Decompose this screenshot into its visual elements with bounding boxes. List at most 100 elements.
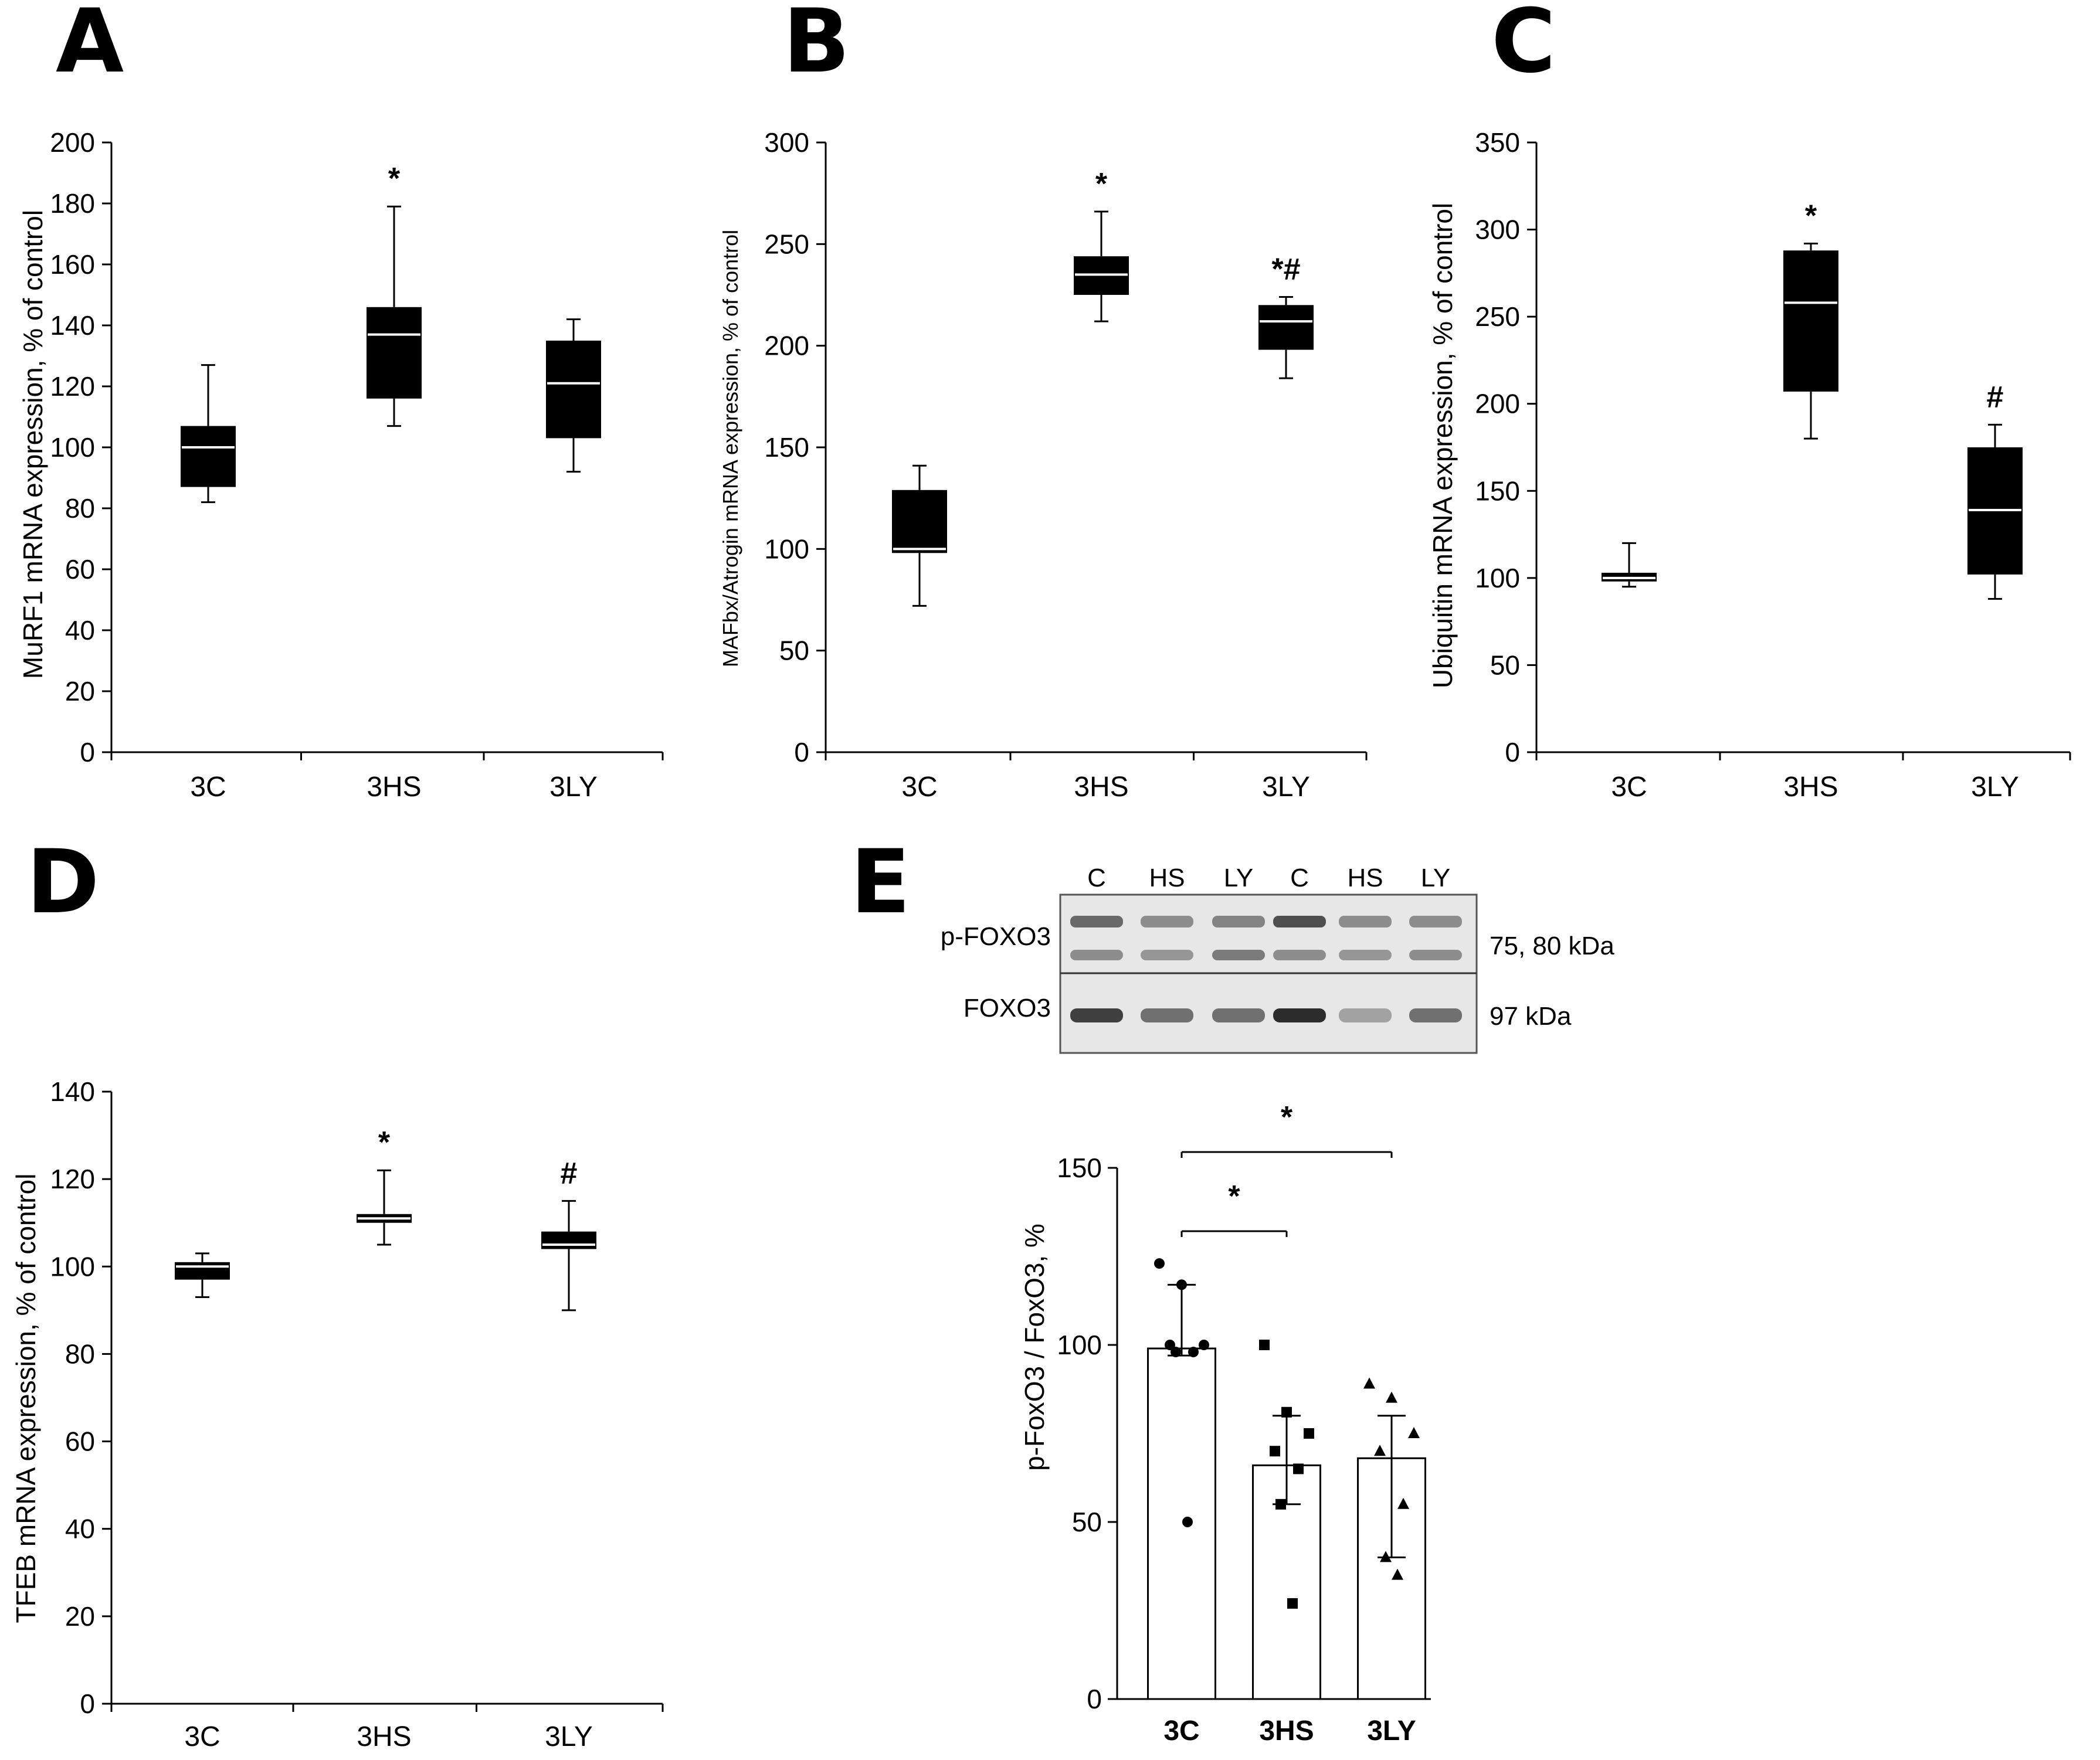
y-tick-label: 50: [1490, 650, 1520, 680]
panel-e-chart: p-FoxO3 / FoxO3, % 0 50 100 150 3C 3HS 3LY * *: [1019, 1100, 1431, 1747]
y-tick-label: 40: [65, 615, 95, 645]
y-tick-label: 50: [779, 636, 809, 666]
comparison-significance-mark: *: [1228, 1180, 1240, 1214]
y-tick-label: 80: [65, 1338, 95, 1369]
blot-band: [1141, 1008, 1193, 1022]
data-point: [1304, 1428, 1314, 1439]
blot-band: [1070, 916, 1123, 927]
blot-lane-label: LY: [1224, 864, 1254, 892]
data-point: [1270, 1446, 1280, 1457]
y-tick-label: 150: [1057, 1153, 1102, 1183]
y-tick-label: 0: [794, 737, 809, 767]
y-tick-label: 0: [1505, 737, 1520, 767]
x-category-label: 3LY: [1367, 1715, 1416, 1747]
data-point: [1363, 1377, 1375, 1389]
blot-band: [1409, 916, 1462, 927]
blot-band: [1212, 1008, 1265, 1022]
y-tick-label: 40: [65, 1514, 95, 1544]
significance-mark: *: [1805, 199, 1817, 233]
data-point: [1380, 1551, 1392, 1562]
blot-band: [1070, 950, 1123, 960]
x-category-label: 3HS: [1259, 1715, 1314, 1747]
y-tick-label: 100: [50, 1251, 95, 1282]
blot-band: [1141, 950, 1193, 960]
y-tick-label: 350: [1475, 127, 1520, 158]
x-category-label: 3LY: [545, 1721, 593, 1752]
blot-row-label-foxo3: FOXO3: [964, 994, 1051, 1022]
y-tick-label: 100: [50, 432, 95, 463]
x-category-label: 3HS: [367, 772, 421, 803]
y-tick-label: 20: [65, 676, 95, 706]
y-tick-label: 150: [764, 432, 809, 463]
panel-c-chart: Ubiquitin mRNA expression, % of control …: [1427, 127, 2071, 803]
y-tick-label: 100: [1475, 563, 1520, 593]
data-point: [1154, 1258, 1165, 1269]
box-iqr: [1258, 305, 1314, 350]
data-point: [1188, 1347, 1199, 1358]
box-iqr: [1783, 250, 1838, 392]
panel-d-chart: TFEB mRNA expression, % of control 0 20 40…: [11, 1076, 664, 1752]
y-tick-label: 100: [1057, 1330, 1102, 1360]
panel-a-y-axis-label: MuRF1 mRNA expression, % of control: [18, 210, 48, 679]
y-tick-label: 250: [1475, 301, 1520, 332]
y-tick-label: 180: [50, 188, 95, 219]
y-tick-label: 140: [50, 1076, 95, 1107]
y-tick-label: 20: [65, 1601, 95, 1632]
x-category-label: 3C: [1611, 772, 1647, 803]
y-tick-label: 250: [764, 229, 809, 259]
x-category-label: 3C: [184, 1721, 220, 1752]
panel-label-e: E: [850, 831, 910, 933]
data-point: [1171, 1347, 1181, 1358]
box-iqr: [181, 426, 236, 487]
panel-e-y-axis-label: p-FoxO3 / FoxO3, %: [1019, 1224, 1050, 1471]
data-point: [1293, 1463, 1304, 1474]
x-category-label: 3C: [1163, 1715, 1199, 1747]
y-tick-label: 150: [1475, 475, 1520, 506]
panel-b-chart: MAFbx/Atrogin mRNA expression, % of cont…: [718, 127, 1368, 803]
panel-label-c: C: [1491, 0, 1556, 93]
blot-lane-label: HS: [1347, 864, 1383, 892]
blot-band: [1339, 1008, 1392, 1022]
western-blot: C HS LY C HS LY p-FOXO3 FOXO3 75, 80 kDa…: [941, 864, 1614, 1054]
box-iqr: [175, 1262, 230, 1280]
panel-d-y-axis-label: TFEB mRNA expression, % of control: [11, 1174, 41, 1623]
comparison-significance-mark: *: [1281, 1100, 1293, 1134]
x-category-label: 3LY: [549, 772, 598, 803]
blot-band: [1070, 1008, 1123, 1022]
blot-band: [1339, 916, 1392, 927]
significance-mark: *: [388, 162, 401, 196]
panel-b-y-axis-label: MAFbx/Atrogin mRNA expression, % of cont…: [718, 230, 742, 667]
panel-label-b: B: [783, 0, 850, 93]
panel-c-y-axis-label: Ubiquitin mRNA expression, % of control: [1427, 203, 1458, 688]
blot-row-label-p-foxo3: p-FOXO3: [941, 922, 1051, 951]
x-category-label: 3LY: [1971, 772, 2019, 803]
blot-band: [1273, 916, 1326, 927]
y-tick-label: 60: [65, 1426, 95, 1457]
blot-band: [1212, 950, 1265, 960]
data-point: [1199, 1340, 1209, 1350]
y-tick-label: 0: [1087, 1684, 1102, 1714]
significance-mark: *: [378, 1126, 391, 1160]
y-tick-label: 160: [50, 249, 95, 280]
x-category-label: 3HS: [357, 1721, 411, 1752]
x-category-label: 3HS: [1074, 772, 1128, 803]
blot-size-label-p-foxo3: 75, 80 kDa: [1490, 932, 1614, 960]
significance-mark: #: [1987, 380, 2004, 414]
y-tick-label: 100: [764, 534, 809, 564]
blot-band: [1409, 1008, 1462, 1022]
data-point: [1408, 1427, 1420, 1438]
box-iqr: [546, 341, 601, 439]
panel-label-d: D: [26, 831, 100, 933]
y-tick-label: 60: [65, 554, 95, 585]
blot-band: [1141, 916, 1193, 927]
blot-band: [1273, 1008, 1326, 1022]
data-point: [1275, 1499, 1286, 1510]
blot-lane-label: C: [1290, 864, 1309, 892]
data-point: [1392, 1568, 1403, 1580]
y-tick-label: 300: [1475, 215, 1520, 245]
blot-size-label-foxo3: 97 kDa: [1490, 1002, 1572, 1031]
y-tick-label: 120: [50, 1164, 95, 1194]
data-point: [1281, 1406, 1292, 1418]
bar: [1147, 1347, 1216, 1700]
